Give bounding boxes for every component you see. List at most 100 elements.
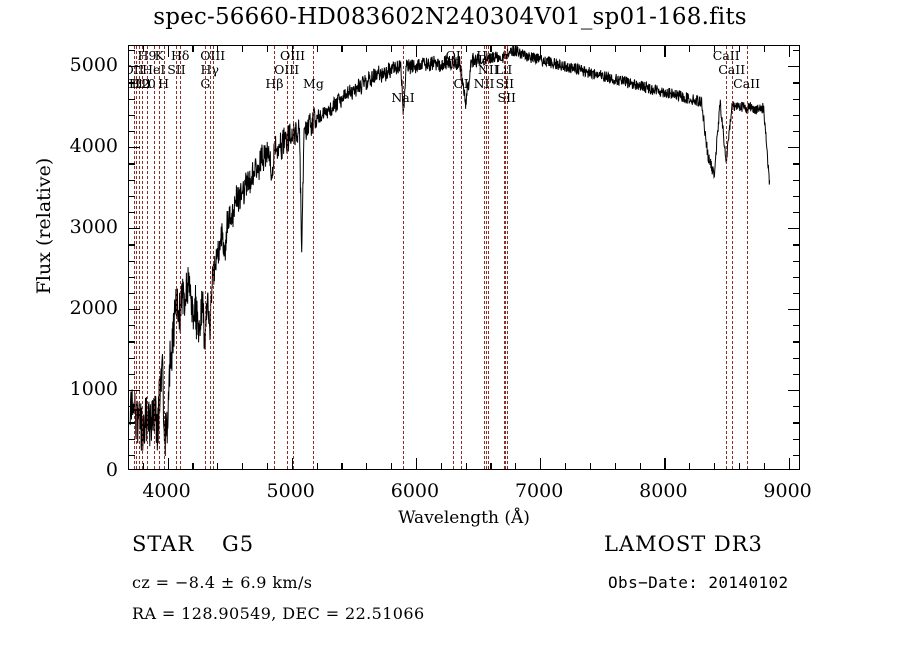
axis-tick [341, 46, 343, 52]
line-label-oii: OII [129, 62, 144, 77]
axis-tick [763, 463, 765, 469]
axis-tick [266, 463, 269, 469]
axis-tick [316, 46, 318, 52]
axis-tick [714, 463, 716, 469]
axis-tick [689, 46, 691, 52]
axis-tick [242, 463, 244, 469]
axis-tick [129, 195, 135, 197]
line-label-h: Hβ [265, 76, 284, 91]
axis-tick [316, 463, 318, 469]
line-label-h11: H11 [128, 76, 153, 91]
axis-tick [129, 131, 135, 133]
line-label-g: G [200, 76, 211, 91]
axis-tick [129, 98, 135, 100]
axis-tick [564, 46, 567, 52]
x-tick-label: 9000 [763, 480, 812, 502]
axis-tick [341, 463, 343, 469]
axis-tick [793, 50, 799, 52]
axis-tick [788, 458, 790, 469]
line-marker [488, 46, 490, 469]
axis-tick [129, 82, 135, 84]
line-marker [403, 46, 405, 469]
line-marker [746, 46, 748, 469]
axis-tick [793, 244, 799, 246]
line-marker [209, 46, 211, 469]
axis-tick [490, 46, 492, 52]
y-tick-label: 0 [105, 459, 118, 481]
line-label-hei: HeI [142, 62, 166, 77]
y-tick-label: 1000 [69, 378, 118, 401]
line-label-h9: H9 [137, 48, 157, 63]
axis-tick [291, 46, 293, 57]
axis-tick [738, 46, 741, 52]
axis-tick [714, 46, 716, 52]
axis-tick [142, 46, 144, 52]
line-marker [453, 46, 455, 469]
line-marker [205, 46, 207, 469]
axis-tick [366, 463, 368, 469]
line-label-k: K [154, 48, 164, 63]
line-marker [180, 46, 182, 469]
axis-tick [738, 463, 741, 469]
line-marker [506, 46, 508, 469]
x-tick-label: 6000 [390, 480, 440, 502]
axis-tick [639, 463, 641, 469]
axis-tick [266, 46, 269, 52]
axis-tick [793, 114, 799, 116]
axis-tick [167, 458, 169, 469]
x-tick-label: 4000 [142, 480, 191, 502]
line-marker [147, 46, 148, 469]
line-label-nii: NII [473, 76, 495, 91]
axis-tick [793, 260, 799, 262]
axis-tick [366, 46, 368, 52]
axis-tick [793, 341, 799, 343]
x-axis-label: Wavelength (Å) [398, 508, 530, 528]
axis-tick [788, 66, 799, 68]
axis-tick [129, 357, 135, 359]
axis-tick [167, 46, 169, 57]
axis-tick [217, 46, 219, 52]
axis-tick [689, 463, 691, 469]
line-label-caii: CaII [712, 48, 740, 63]
line-marker [274, 46, 276, 469]
line-label-sii: SII [495, 76, 515, 91]
axis-tick [129, 211, 135, 214]
spectral-class: G5 [222, 532, 255, 556]
axis-tick [793, 82, 799, 84]
line-label-h: Hα [476, 48, 496, 63]
axis-tick [129, 373, 135, 376]
line-label-h10: H10 [129, 76, 156, 91]
line-label-oiii: OIII [200, 48, 226, 63]
axis-tick [515, 46, 517, 52]
axis-tick [788, 309, 799, 311]
line-marker [159, 46, 161, 469]
axis-tick [415, 46, 418, 57]
y-axis-label: Flux (relative) [33, 157, 55, 295]
line-marker [163, 46, 165, 469]
axis-tick [129, 244, 135, 246]
line-label-h: Hγ [200, 62, 219, 77]
axis-tick [129, 50, 135, 52]
axis-tick [793, 131, 799, 133]
line-label-oi: OI [445, 48, 461, 63]
axis-tick [129, 276, 135, 278]
axis-tick [291, 458, 293, 469]
axis-tick [793, 195, 799, 197]
spectrum-curve [129, 46, 799, 469]
axis-tick [192, 46, 194, 52]
line-label-lii: LiI [495, 62, 513, 77]
axis-tick [129, 454, 135, 456]
line-label-h: Hδ [170, 48, 190, 63]
axis-tick [589, 463, 592, 469]
axis-tick [793, 406, 799, 408]
axis-tick [129, 163, 135, 165]
line-label-nii: NII [477, 62, 499, 77]
page-title: spec-56660-HD083602N240304V01_sp01-168.f… [153, 4, 747, 30]
axis-tick [793, 211, 799, 214]
axis-tick [793, 276, 799, 278]
axis-tick [793, 422, 799, 424]
object-type: STAR [132, 532, 195, 556]
axis-tick [664, 458, 666, 469]
line-marker [504, 46, 506, 469]
